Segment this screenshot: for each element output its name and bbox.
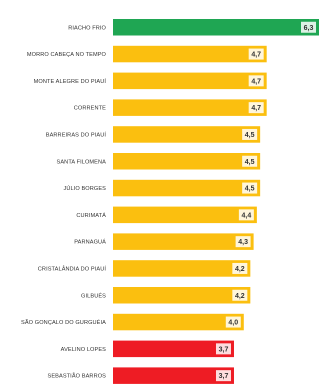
- value-badge: [242, 128, 258, 140]
- value-badge: [301, 21, 316, 33]
- category-label: SEBASTIÃO BARROS: [48, 373, 107, 380]
- category-label: BARREIRAS DO PIAUÍ: [46, 131, 107, 138]
- value-badge: [248, 48, 264, 60]
- category-label: SANTA FILOMENA: [57, 159, 107, 165]
- value-badge: [232, 262, 248, 274]
- bar: [113, 313, 244, 331]
- category-label: SÃO GONÇALO DO GURGUÉIA: [21, 319, 106, 326]
- value-label: 4,3: [238, 239, 248, 246]
- bar: [113, 179, 261, 197]
- value-badge: [238, 209, 254, 221]
- value-label: 4,7: [251, 52, 261, 59]
- category-label: PARNAGUÁ: [74, 239, 106, 246]
- value-badge: [232, 289, 248, 301]
- value-badge: [225, 316, 241, 328]
- bar: [113, 260, 251, 277]
- value-badge: [248, 75, 264, 87]
- category-label: RIACHO FRIO: [68, 25, 106, 31]
- bar: [113, 287, 251, 304]
- value-label: 6,3: [304, 25, 314, 32]
- bar: [113, 99, 267, 116]
- bar: [113, 340, 234, 358]
- value-label: 4,5: [245, 159, 255, 166]
- bar: [113, 45, 267, 63]
- value-badge: [248, 102, 264, 114]
- value-badge: [215, 343, 231, 355]
- value-label: 4,2: [235, 293, 245, 300]
- bar: [113, 153, 261, 170]
- bar: [113, 72, 267, 90]
- value-label: 4,5: [245, 132, 255, 139]
- category-label: GILBUÉS: [81, 292, 106, 299]
- value-label: 4,7: [251, 105, 261, 112]
- value-label: 4,2: [235, 266, 245, 273]
- category-label: MONTE ALEGRE DO PIAUÍ: [34, 78, 107, 85]
- value-label: 3,7: [219, 373, 229, 380]
- value-label: 4,0: [228, 320, 238, 327]
- category-label: MORRO CABEÇA NO TEMPO: [27, 52, 107, 58]
- value-label: 4,4: [242, 212, 252, 219]
- bar: [113, 367, 234, 384]
- category-label: JÚLIO BORGES: [63, 185, 106, 192]
- category-label: CURIMATÁ: [76, 212, 106, 219]
- bar: [113, 206, 257, 224]
- category-label: AVELINO LOPES: [61, 347, 107, 353]
- value-label: 4,7: [251, 78, 261, 85]
- value-badge: [235, 236, 251, 248]
- category-label: CRISTALÂNDIA DO PIAUÍ: [38, 265, 107, 272]
- category-label: CORRENTE: [74, 106, 106, 112]
- value-badge: [215, 370, 231, 382]
- bar: [113, 233, 254, 250]
- bar: [113, 126, 261, 143]
- bar: [113, 19, 319, 36]
- value-badge: [242, 155, 258, 167]
- value-label: 4,5: [245, 186, 255, 193]
- value-label: 3,7: [219, 346, 229, 353]
- value-badge: [242, 182, 258, 194]
